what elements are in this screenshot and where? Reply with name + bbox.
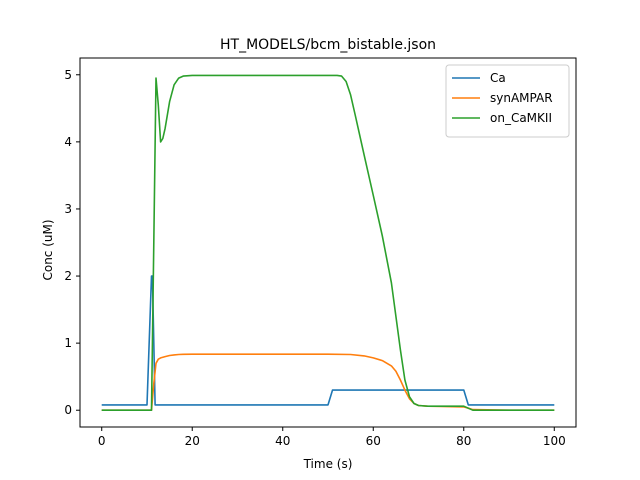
chart-title: HT_MODELS/bcm_bistable.json [220, 37, 436, 53]
legend-label: on_CaMKII [490, 111, 552, 125]
plot-frame [79, 57, 577, 428]
x-tick-label: 60 [366, 434, 381, 448]
legend-box [445, 64, 570, 138]
axis-ticks: 0 20 40 60 80 100 0 1 2 3 4 5 [64, 68, 565, 448]
y-tick-label: 2 [64, 269, 72, 283]
x-tick-label: 100 [543, 434, 566, 448]
y-tick-label: 5 [64, 68, 72, 82]
series-line-ca [101, 275, 555, 406]
x-tick-label: 0 [98, 434, 106, 448]
x-tick-label: 20 [185, 434, 200, 448]
x-axis-label: Time (s) [303, 457, 353, 471]
legend-label: synAMPAR [490, 91, 553, 105]
legend: Ca synAMPAR on_CaMKII [445, 64, 570, 138]
x-tick-label: 80 [456, 434, 471, 448]
series-line-synampar [101, 353, 555, 412]
legend-label: Ca [490, 71, 506, 85]
y-tick-label: 4 [64, 135, 72, 149]
x-tick-label: 40 [275, 434, 290, 448]
y-tick-label: 3 [64, 202, 72, 216]
y-tick-label: 0 [64, 403, 72, 417]
series-lines [101, 74, 555, 412]
y-axis-label: Conc (uM) [41, 219, 55, 280]
y-tick-label: 1 [64, 336, 72, 350]
series-line-on-camkii [101, 74, 555, 412]
